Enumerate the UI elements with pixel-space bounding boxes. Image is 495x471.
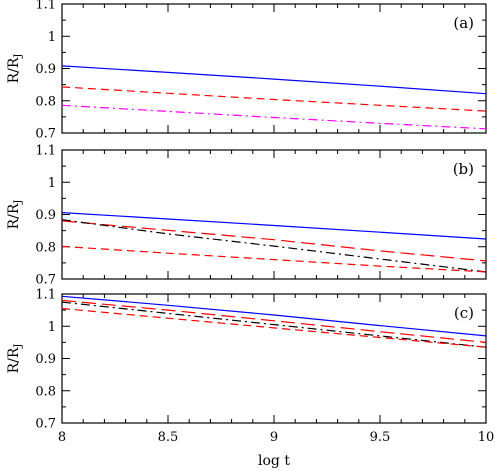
y-axis-label: R/RJ [6,54,24,84]
series-line-3 [61,301,487,348]
y-axis-label: R/RJ [6,200,24,230]
series-line-2 [61,86,487,112]
series-line-3 [61,219,487,273]
series-line-4 [61,307,487,348]
y-tick-label: 1 [48,320,56,335]
series-line-4 [61,245,487,273]
y-tick-label: 0.7 [35,417,56,432]
plot-frame [61,3,487,134]
x-tick-label: 9.5 [370,430,391,445]
x-tick-label: 8.5 [158,430,179,445]
panel-c: 0.7 0.8 0.9 1 1.1 8 8.5 9 9.5 10 log t R/RJ (c) [6,288,494,470]
y-tick-label: 0.9 [35,62,56,77]
y-tick-label: 1.1 [35,144,56,159]
y-tick-label: 0.8 [35,94,56,109]
y-tick-label: 0.9 [35,352,56,367]
series-line-2 [61,220,487,262]
y-axis-label: R/RJ [6,344,24,374]
series-line-1 [61,295,487,337]
panel-label: (b) [453,160,474,178]
y-tick-label: 0.7 [35,273,56,288]
plot-frame [61,293,487,424]
panel-label: (c) [454,304,474,322]
x-tick-label: 10 [478,430,495,445]
panel-b: 0.7 0.8 0.9 1 1.1 R/RJ (b) [6,144,487,288]
x-tick-label: 8 [58,430,66,445]
series-line-2 [61,299,487,343]
y-tick-label: 1 [48,30,56,45]
series-line-3 [61,104,487,130]
series-line-1 [61,212,487,240]
x-axis-label: log t [258,453,290,469]
x-tick-label: 9 [270,430,278,445]
y-tick-label: 0.7 [35,127,56,142]
y-tick-label: 1 [48,176,56,191]
series-line-1 [61,65,487,95]
y-tick-label: 0.8 [35,384,56,399]
y-tick-label: 1.1 [35,0,56,13]
panel-label: (a) [453,14,474,32]
panel-a: 0.7 0.8 0.9 1 1.1 R/RJ (a) [6,0,487,142]
y-tick-label: 0.9 [35,208,56,223]
y-tick-label: 1.1 [35,288,56,303]
y-tick-label: 0.8 [35,240,56,255]
